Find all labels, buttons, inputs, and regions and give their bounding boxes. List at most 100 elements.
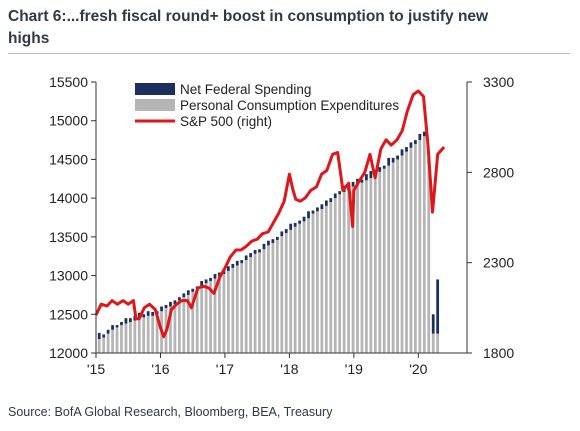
pce-bar <box>173 304 177 353</box>
sp500-line <box>94 89 446 339</box>
pce-bar <box>298 223 301 353</box>
federal-spending-bar <box>293 222 297 227</box>
right-tick-label: 1800 <box>483 345 514 361</box>
x-tick-label: '16 <box>151 361 169 377</box>
left-tick-label: 15500 <box>49 74 88 90</box>
pce-bar <box>427 163 431 353</box>
federal-spending-bar <box>289 223 293 230</box>
federal-spending-bar <box>414 140 417 144</box>
federal-spending-bar <box>378 167 382 172</box>
legend-swatch <box>135 83 175 95</box>
legend-swatch <box>135 99 175 111</box>
federal-spending-bar <box>405 147 408 152</box>
federal-spending-bar <box>173 300 177 305</box>
pce-bar <box>414 143 417 353</box>
pce-bar <box>106 333 110 353</box>
pce-bar <box>356 184 359 353</box>
federal-spending-bar <box>360 179 364 183</box>
federal-spending-bar <box>106 329 110 334</box>
pce-bar <box>373 174 377 353</box>
left-tick-label: 14000 <box>49 190 88 206</box>
pce-bar <box>195 288 199 353</box>
pce-bar <box>97 339 101 353</box>
pce-bar <box>271 243 275 353</box>
pce-bar <box>320 208 324 353</box>
pce-bar <box>102 337 106 353</box>
x-tick-label: '19 <box>345 361 363 377</box>
x-tick-label: '18 <box>280 361 298 377</box>
federal-spending-bar <box>280 231 284 237</box>
pce-bar <box>369 178 373 353</box>
right-tick-label: 3300 <box>483 74 514 90</box>
federal-spending-bar <box>298 220 301 224</box>
pce-bar <box>284 232 288 353</box>
pce-bar <box>151 315 155 353</box>
federal-spending-bar <box>231 263 235 268</box>
federal-spending-bar <box>111 325 114 330</box>
pce-bar <box>120 325 123 353</box>
pce-bar <box>146 315 150 353</box>
pce-bar <box>382 168 386 353</box>
federal-spending-bar <box>164 304 168 309</box>
pce-bar <box>302 221 306 353</box>
federal-spending-bar <box>329 198 333 203</box>
federal-spending-bar <box>146 311 150 316</box>
left-tick-label: 13000 <box>49 268 88 284</box>
legend-label: S&P 500 (right) <box>180 114 272 129</box>
pce-bar <box>391 162 395 353</box>
federal-spending-bar <box>431 314 435 334</box>
federal-spending-bar <box>240 260 244 264</box>
federal-spending-bar <box>302 216 306 222</box>
pce-bar <box>209 280 212 353</box>
federal-spending-bar <box>271 239 275 244</box>
federal-spending-bar <box>191 288 195 292</box>
pce-bar <box>307 218 310 353</box>
federal-spending-bar <box>387 157 391 166</box>
federal-spending-bar <box>258 249 261 253</box>
federal-spending-bar <box>422 131 426 137</box>
federal-spending-bar <box>324 200 328 206</box>
federal-spending-bar <box>249 253 253 257</box>
pce-bar <box>111 329 114 353</box>
pce-bar <box>275 239 279 353</box>
federal-spending-bar <box>120 322 123 326</box>
federal-spending-bar <box>97 332 101 340</box>
pce-bar <box>342 191 346 353</box>
pce-bar <box>333 198 337 353</box>
federal-spending-bar <box>142 314 146 318</box>
federal-spending-bar <box>151 311 155 316</box>
pce-bar <box>235 265 239 353</box>
x-tick-label: '17 <box>216 361 234 377</box>
pce-bar <box>422 136 426 353</box>
pce-bar <box>169 306 172 353</box>
pce-bar <box>347 190 350 353</box>
pce-bar <box>244 260 248 353</box>
federal-spending-bar <box>369 171 373 179</box>
federal-spending-bar <box>365 174 368 181</box>
pce-bar <box>387 165 391 353</box>
right-tick-label: 2800 <box>483 164 514 180</box>
federal-spending-bar <box>169 301 172 307</box>
pce-bar <box>418 140 422 353</box>
pce-bar <box>405 151 408 353</box>
federal-spending-bar <box>102 334 106 338</box>
federal-spending-bar <box>382 165 386 169</box>
federal-spending-bar <box>409 142 413 148</box>
legend-label: Net Federal Spending <box>180 82 311 97</box>
federal-spending-bar <box>284 229 288 233</box>
pce-bar <box>311 213 315 353</box>
federal-spending-bar <box>316 207 319 212</box>
federal-spending-bar <box>124 318 128 324</box>
left-tick-label: 15000 <box>49 113 88 129</box>
pce-bar <box>133 320 137 353</box>
legend-label: Personal Consumption Expenditures <box>180 98 399 113</box>
federal-spending-bar <box>177 297 181 301</box>
federal-spending-bar <box>436 279 440 334</box>
federal-spending-bar <box>115 325 119 328</box>
pce-bar <box>289 229 293 353</box>
pce-bar <box>258 252 261 353</box>
pce-bar <box>316 211 319 353</box>
federal-spending-bar <box>275 236 279 240</box>
pce-bar <box>226 270 230 353</box>
